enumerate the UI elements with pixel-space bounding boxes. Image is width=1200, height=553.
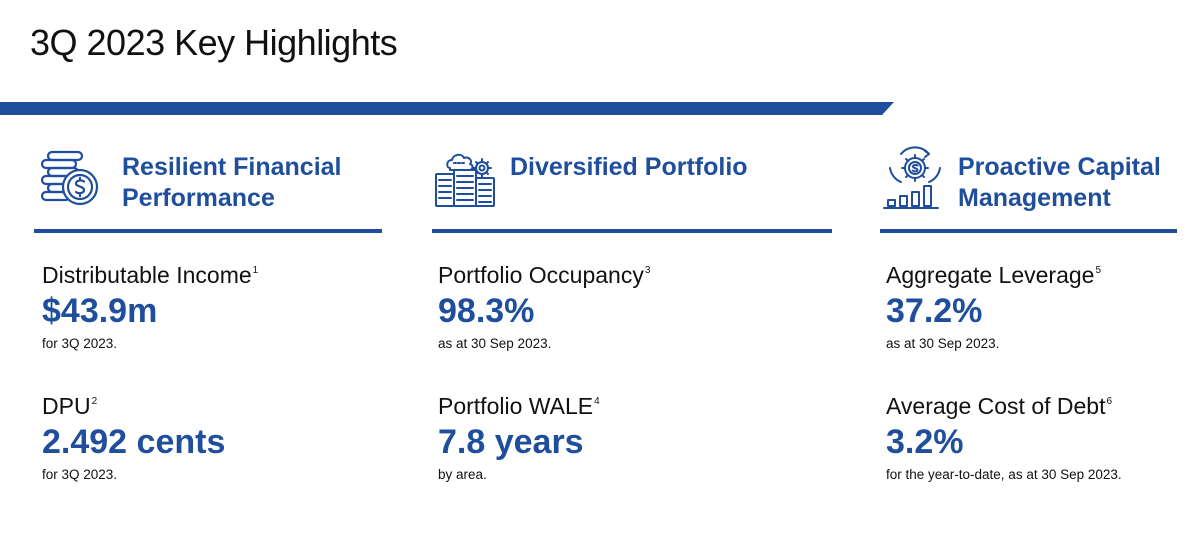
metric-value: 2.492 cents (42, 423, 226, 461)
metric-portfolio-occupancy: Portfolio Occupancy3 98.3% as at 30 Sep … (438, 257, 650, 353)
column-heading-line2: Performance (122, 184, 275, 212)
metric-note: by area. (438, 467, 487, 482)
column-heading: Diversified Portfolio (510, 152, 748, 183)
metric-label: DPU2 (42, 388, 225, 420)
metric-label-text: Portfolio Occupancy (438, 262, 644, 288)
metric-label-text: Distributable Income (42, 262, 252, 288)
metric-label-text: Aggregate Leverage (886, 262, 1095, 288)
metric-portfolio-wale: Portfolio WALE4 7.8 years by area. (438, 388, 600, 484)
column-heading-line1: Proactive Capital (958, 153, 1161, 181)
column-heading-line2: Management (958, 184, 1111, 212)
metric-value: 7.8 years (438, 423, 584, 461)
column-divider (432, 229, 832, 233)
footnote-marker: 4 (594, 396, 600, 407)
metric-label: Distributable Income1 (42, 257, 258, 289)
footnote-marker: 3 (644, 265, 651, 276)
footnote-marker: 1 (252, 265, 259, 276)
column-financial-performance: Resilient Financial Performance Distribu… (34, 140, 382, 482)
metric-label: Portfolio Occupancy3 (438, 257, 650, 289)
metric-note: as at 30 Sep 2023. (886, 336, 1000, 351)
column-header: Resilient Financial Performance (34, 140, 382, 233)
metric-note: for 3Q 2023. (42, 467, 118, 482)
metric-label-text: DPU (42, 393, 91, 419)
column-heading: Proactive Capital Management (958, 152, 1161, 214)
metric-value: 37.2% (886, 292, 983, 330)
metric-dpu: DPU2 2.492 cents for 3Q 2023. (42, 388, 225, 484)
metric-label: Average Cost of Debt6 (886, 388, 1122, 420)
column-capital-management: Proactive Capital Management Aggregate L… (880, 140, 1177, 482)
title-underline-bar (0, 102, 894, 115)
column-heading: Resilient Financial Performance (122, 152, 342, 214)
capital-gear-chart-icon (883, 146, 941, 209)
metric-value: 98.3% (438, 292, 535, 330)
column-header: Diversified Portfolio (432, 140, 832, 233)
footnote-marker: 2 (91, 396, 98, 407)
column-divider (880, 229, 1177, 233)
coin-stack-dollar-icon (40, 150, 99, 206)
metric-note: for the year-to-date, as at 30 Sep 2023. (886, 467, 1122, 482)
metric-label-text: Average Cost of Debt (886, 393, 1106, 419)
page-title: 3Q 2023 Key Highlights (30, 22, 398, 63)
metric-value: $43.9m (42, 292, 158, 330)
metric-note: for 3Q 2023. (42, 336, 118, 351)
metric-average-cost-of-debt: Average Cost of Debt6 3.2% for the year-… (886, 388, 1122, 484)
column-diversified-portfolio: Diversified Portfolio Portfolio Occupanc… (432, 140, 832, 482)
column-heading-line1: Diversified Portfolio (510, 153, 748, 181)
column-header: Proactive Capital Management (880, 140, 1177, 233)
column-divider (34, 229, 382, 233)
metric-aggregate-leverage: Aggregate Leverage5 37.2% as at 30 Sep 2… (886, 257, 1101, 353)
metric-note: as at 30 Sep 2023. (438, 336, 552, 351)
metric-distributable-income: Distributable Income1 $43.9m for 3Q 2023… (42, 257, 258, 353)
footnote-marker: 5 (1095, 265, 1101, 276)
server-cloud-icon (435, 153, 495, 207)
metric-label: Portfolio WALE4 (438, 388, 600, 420)
footnote-marker: 6 (1106, 396, 1113, 407)
column-heading-line1: Resilient Financial (122, 153, 342, 181)
metric-label-text: Portfolio WALE (438, 393, 594, 419)
metric-value: 3.2% (886, 423, 964, 461)
metric-label: Aggregate Leverage5 (886, 257, 1101, 289)
